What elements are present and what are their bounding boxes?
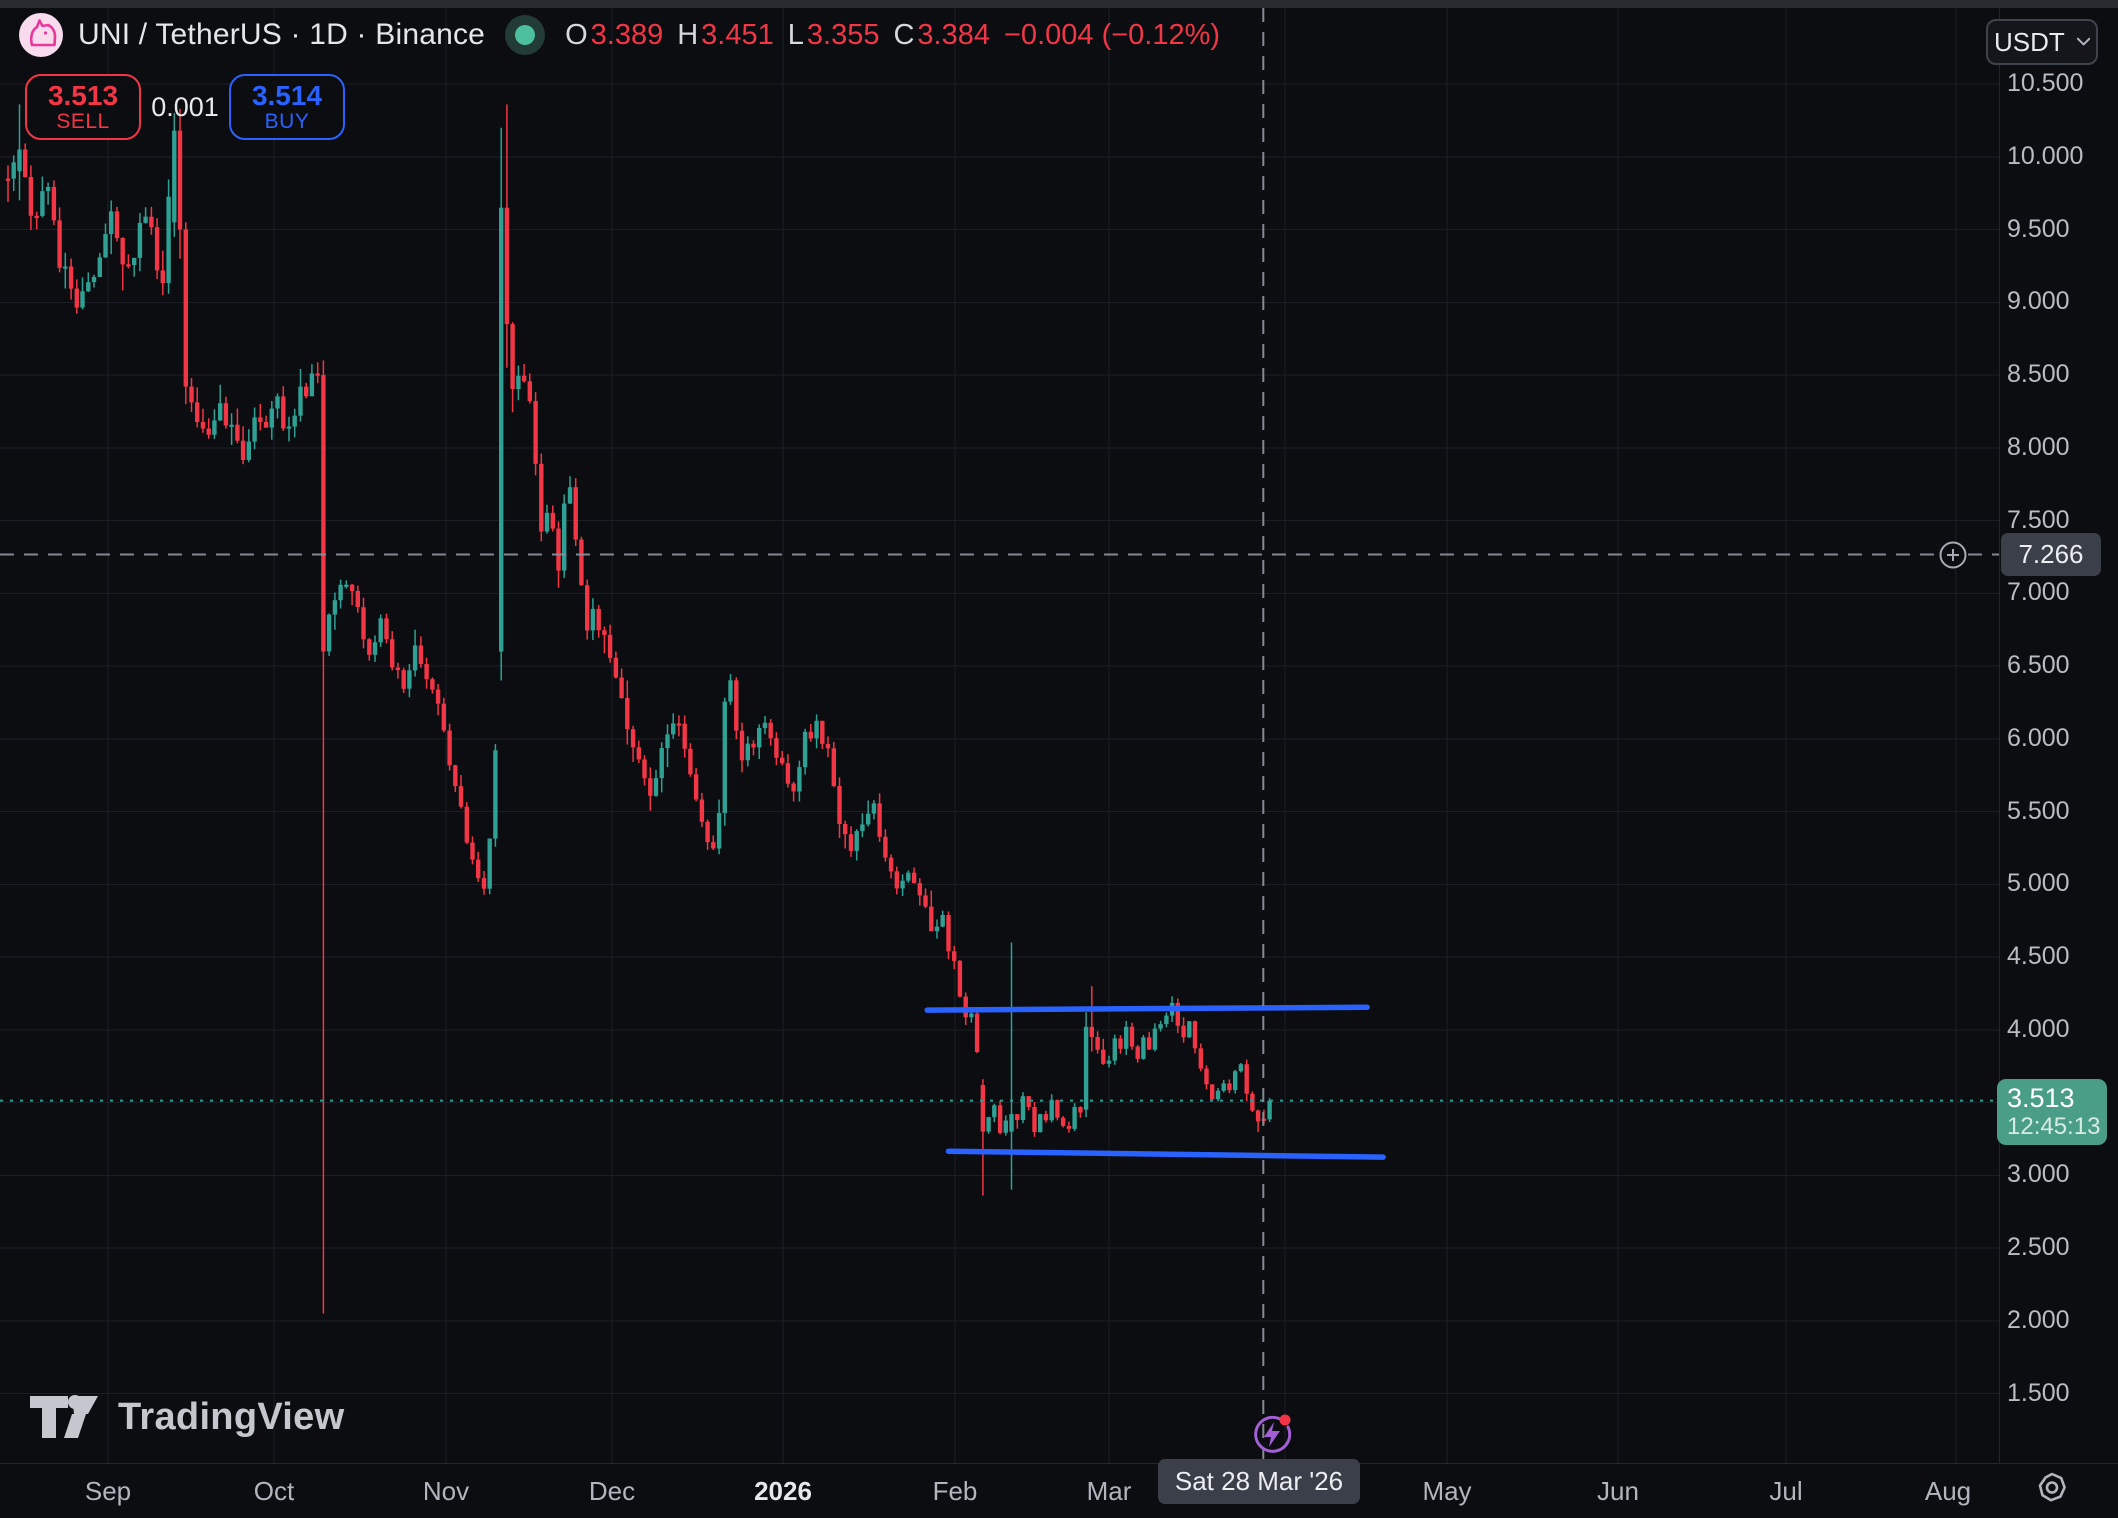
time-axis-label: Dec — [588, 1476, 636, 1506]
price-axis-label: 9.500 — [2007, 214, 2070, 243]
tradingview-logo[interactable]: TradingView — [28, 1388, 344, 1446]
open-label: O — [565, 18, 588, 51]
spread-value: 0.001 — [151, 91, 219, 122]
sell-button[interactable]: 3.513 SELL — [25, 74, 141, 140]
currency-selector[interactable]: USDT — [1986, 19, 2098, 65]
time-axis-label: Feb — [932, 1476, 978, 1506]
top-strip — [0, 0, 2118, 8]
buy-price: 3.514 — [251, 80, 323, 112]
crosshair-plus-icon[interactable] — [1938, 540, 1968, 570]
time-axis-label: Aug — [1924, 1476, 1972, 1506]
high-label: H — [677, 18, 699, 51]
price-axis-label: 1.500 — [2007, 1378, 2070, 1407]
order-panel: 3.513 SELL 0.001 3.514 BUY — [25, 74, 345, 140]
time-axis-label: Jun — [1597, 1476, 1639, 1506]
time-axis-label: May — [1422, 1476, 1472, 1506]
trendline-drawings[interactable] — [924, 1004, 1386, 1160]
price-axis-label: 2.500 — [2007, 1233, 2070, 1261]
price-axis-label: 3.000 — [2007, 1160, 2070, 1189]
chart-legend: UNI / TetherUS · 1D · Binance O 3.389 H … — [18, 12, 1220, 58]
time-axis-label: Jul — [1769, 1476, 1803, 1506]
price-axis-label: 7.500 — [2007, 505, 2070, 534]
buy-button[interactable]: 3.514 BUY — [229, 74, 345, 140]
change-value: −0.004 (−0.12%) — [1004, 18, 1221, 51]
currency-label: USDT — [1994, 26, 2065, 57]
ohlc-values: O 3.389 H 3.451 L 3.355 C 3.384 −0.004 (… — [565, 19, 1220, 52]
low-value: 3.355 — [806, 18, 880, 51]
price-axis-label: 8.500 — [2007, 360, 2070, 388]
close-label: C — [893, 18, 915, 51]
time-axis-label: 2026 — [754, 1476, 812, 1506]
time-axis-label: Mar — [1086, 1476, 1132, 1506]
price-axis-label: 9.000 — [2007, 287, 2070, 316]
time-axis[interactable]: Sep Oct Nov Dec 2026 Feb Mar May Jun Jul Aug Sat 2… — [0, 1459, 2118, 1518]
market-status-icon[interactable] — [505, 15, 546, 55]
price-axis-label: 7.000 — [2007, 578, 2070, 607]
crosshair-price-label: 7.266 — [2001, 533, 2101, 576]
buy-label: BUY — [264, 109, 310, 133]
candle-countdown: 12:45:13 — [2007, 1112, 2101, 1140]
price-axis-label: 6.500 — [2007, 651, 2070, 679]
sell-label: SELL — [56, 109, 110, 133]
price-axis-label: 8.000 — [2007, 432, 2070, 461]
chevron-down-icon — [2076, 37, 2090, 46]
price-axis-label: 5.500 — [2007, 796, 2070, 825]
close-value: 3.384 — [917, 18, 990, 51]
sell-price: 3.513 — [47, 80, 119, 112]
last-price-label: 3.513 12:45:13 — [1997, 1079, 2107, 1145]
price-axis-label: 5.000 — [2007, 869, 2070, 898]
crosshair-date-label: Sat 28 Mar '26 — [1158, 1459, 1360, 1504]
symbol-title[interactable]: UNI / TetherUS · 1D · Binance — [78, 18, 486, 51]
low-label: L — [787, 18, 804, 51]
gridlines — [0, 8, 1999, 1463]
uniswap-logo-icon — [18, 12, 64, 58]
tradingview-wordmark: TradingView — [118, 1395, 345, 1438]
trade-lightning-icon[interactable] — [1250, 1412, 1294, 1456]
price-axis-label: 10.000 — [2007, 141, 2084, 170]
time-axis-label: Nov — [422, 1476, 470, 1506]
price-axis-label: 4.500 — [2007, 942, 2070, 970]
axis-settings-gear-icon[interactable] — [2032, 1468, 2072, 1508]
crosshair — [0, 8, 1999, 1463]
candles-layer — [5, 104, 1272, 1314]
tradingview-mark-icon — [30, 1395, 98, 1438]
high-value: 3.451 — [701, 18, 774, 51]
price-axis-label: 10.500 — [2007, 69, 2084, 97]
price-axis-border — [1999, 8, 2000, 1463]
open-value: 3.389 — [590, 18, 664, 51]
price-axis-label: 2.000 — [2007, 1305, 2070, 1334]
last-price-value: 3.513 — [2007, 1082, 2075, 1113]
price-axis-label: 4.000 — [2007, 1014, 2070, 1043]
time-axis-label: Sep — [84, 1476, 132, 1506]
time-axis-label: Oct — [253, 1476, 295, 1506]
price-axis-label: 6.000 — [2007, 723, 2070, 752]
